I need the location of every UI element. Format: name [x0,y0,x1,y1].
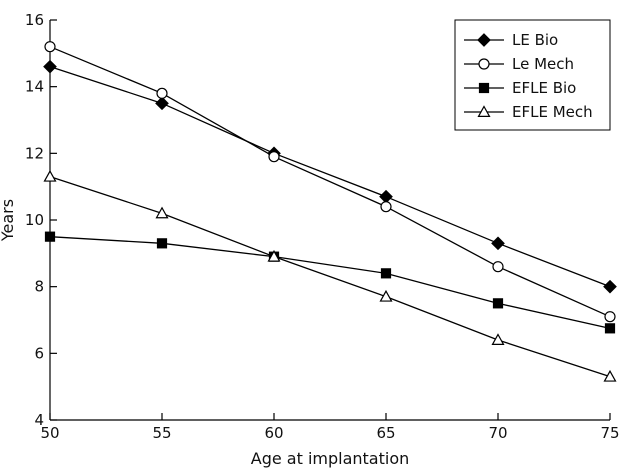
data-point [604,311,616,323]
data-point [492,298,504,309]
data-point [379,189,393,204]
series-line [49,66,611,288]
data-point [492,261,504,273]
series-0 [43,59,617,294]
legend-label: EFLE Bio [512,79,576,97]
x-tick-label: 70 [488,424,507,442]
data-point [156,87,168,99]
legend-item: LE Bio [464,31,558,49]
y-tick-label: 14 [25,78,44,96]
data-point [604,323,616,334]
data-point [155,206,169,219]
x-tick-label: 60 [264,424,283,442]
data-point [156,238,168,249]
legend-label: Le Mech [512,55,574,73]
legend-marker [477,105,491,118]
legend-item: EFLE Mech [464,103,593,121]
series-2 [44,231,616,334]
y-tick-label: 16 [25,11,44,29]
data-point [43,169,57,182]
legend-label: EFLE Mech [512,103,593,121]
data-point [268,151,280,163]
legend-item: EFLE Bio [464,79,576,97]
series-line [49,46,611,318]
series-1 [44,41,616,323]
series-3 [43,169,617,382]
y-tick-label: 12 [25,144,44,162]
series-line [49,176,611,378]
data-point [44,41,56,53]
x-tick-label: 75 [600,424,619,442]
y-tick-label: 10 [25,211,44,229]
data-point [43,59,57,74]
data-point [603,369,617,382]
legend: LE Bio Le Mech EFLE Bio EFLE Mech [454,19,611,131]
series-group [43,41,617,382]
x-tick-label: 50 [40,424,59,442]
legend-marker [478,82,490,94]
data-point [379,289,393,302]
data-point [491,333,505,345]
y-tick-label: 8 [34,278,44,296]
series-line [49,236,611,329]
y-tick-label: 6 [34,344,44,362]
legend-marker [477,33,491,47]
ticks: 50 55 60 65 70 75 4 6 8 10 12 14 16 [25,11,620,442]
legend-marker [478,58,490,70]
data-point [155,96,169,111]
data-point [491,236,505,251]
x-axis-title: Age at implantation [251,449,410,468]
data-point [603,279,617,294]
y-tick-label: 4 [34,411,44,429]
data-point [380,201,392,213]
data-point [44,231,56,242]
x-tick-label: 55 [152,424,171,442]
x-tick-label: 65 [376,424,395,442]
y-axis-title: Years [0,199,17,242]
data-point [267,249,281,262]
legend-item: Le Mech [464,55,574,73]
legend-label: LE Bio [512,31,558,49]
data-point [380,268,392,279]
